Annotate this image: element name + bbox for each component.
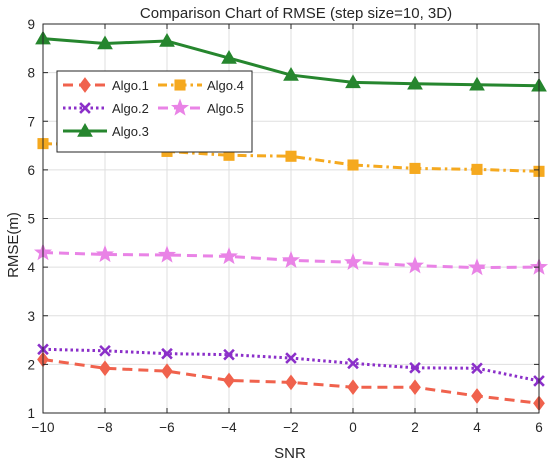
legend-marker-algo-1 bbox=[79, 77, 91, 93]
legend-label: Algo.1 bbox=[112, 78, 149, 93]
data-point-algo-2 bbox=[223, 348, 235, 361]
data-point-algo-5 bbox=[281, 250, 301, 268]
legend-entry-algo-2: Algo.2 bbox=[63, 101, 149, 116]
data-point-algo-2 bbox=[285, 352, 297, 364]
axes bbox=[42, 23, 540, 414]
series-algo-2 bbox=[37, 343, 545, 387]
x-tick-label: 4 bbox=[473, 420, 481, 435]
series-algo-1 bbox=[37, 351, 545, 412]
x-axis-label: SNR bbox=[274, 445, 306, 462]
legend-marker-algo-5 bbox=[170, 98, 190, 116]
data-point-algo-1 bbox=[99, 360, 111, 377]
data-point-algo-4 bbox=[471, 163, 483, 175]
data-point-algo-4 bbox=[409, 162, 421, 174]
data-point-algo-3 bbox=[97, 35, 113, 50]
y-tick-label: 3 bbox=[27, 309, 35, 324]
data-point-algo-3 bbox=[221, 50, 237, 64]
y-tick-label: 4 bbox=[27, 260, 35, 275]
data-point-algo-5 bbox=[157, 245, 177, 263]
y-tick-label: 1 bbox=[27, 406, 35, 421]
data-point-algo-1 bbox=[409, 379, 421, 396]
legend: Algo.1 Algo.4 Algo.2 Algo.5 Algo.3 bbox=[56, 70, 253, 153]
data-point-algo-2 bbox=[347, 357, 359, 370]
legend-entry-algo-4: Algo.4 bbox=[158, 78, 244, 93]
data-point-algo-5 bbox=[95, 244, 115, 263]
legend-entry-algo-5: Algo.5 bbox=[158, 98, 244, 116]
legend-marker-algo-2 bbox=[79, 102, 91, 114]
tick-labels: −10 −8 −6 −4 −2 0 2 4 6 1 2 3 4 5 6 7 8 9 bbox=[27, 17, 542, 435]
x-tick-label: 0 bbox=[349, 420, 357, 435]
grid-lines bbox=[42, 23, 540, 414]
chart-title: Comparison Chart of RMSE (step size=10, … bbox=[140, 5, 452, 22]
data-point-algo-2 bbox=[161, 347, 173, 360]
y-tick-label: 6 bbox=[27, 163, 35, 178]
legend-marker-algo-3 bbox=[77, 122, 93, 137]
data-point-algo-5 bbox=[343, 252, 363, 270]
x-tick-label: 2 bbox=[411, 420, 419, 435]
data-point-algo-1 bbox=[347, 379, 359, 396]
data-point-algo-3 bbox=[345, 74, 361, 89]
data-point-algo-3 bbox=[283, 67, 299, 81]
legend-entry-algo-1: Algo.1 bbox=[63, 77, 149, 93]
data-point-algo-2 bbox=[409, 361, 421, 374]
x-tick-label: −2 bbox=[283, 420, 298, 435]
data-point-algo-1 bbox=[161, 363, 173, 380]
data-point-algo-5 bbox=[405, 256, 425, 274]
y-tick-label: 9 bbox=[27, 17, 35, 32]
legend-label: Algo.2 bbox=[112, 101, 149, 116]
legend-entry-algo-3: Algo.3 bbox=[63, 122, 149, 139]
data-point-algo-3 bbox=[407, 75, 423, 90]
data-point-algo-3 bbox=[159, 33, 175, 47]
data-point-algo-1 bbox=[471, 388, 483, 404]
legend-marker-algo-4 bbox=[174, 79, 186, 91]
y-tick-label: 2 bbox=[27, 357, 35, 372]
data-point-algo-5 bbox=[467, 258, 487, 276]
data-point-algo-2 bbox=[99, 344, 111, 357]
x-tick-label: −4 bbox=[221, 420, 237, 435]
x-tick-label: −6 bbox=[159, 420, 174, 435]
legend-label: Algo.3 bbox=[112, 124, 149, 139]
x-tick-label: −8 bbox=[97, 420, 112, 435]
data-series bbox=[33, 30, 549, 412]
y-tick-label: 8 bbox=[27, 66, 35, 81]
y-tick-label: 5 bbox=[27, 212, 35, 227]
data-point-algo-1 bbox=[285, 374, 297, 391]
x-tick-label: 6 bbox=[535, 420, 543, 435]
data-point-algo-4 bbox=[285, 150, 297, 162]
data-point-algo-3 bbox=[469, 76, 485, 91]
legend-label: Algo.4 bbox=[207, 78, 244, 93]
x-tick-label: −10 bbox=[32, 420, 55, 435]
y-axis-label: RMSE(m) bbox=[5, 212, 22, 278]
legend-label: Algo.5 bbox=[207, 101, 244, 116]
data-point-algo-1 bbox=[223, 372, 235, 389]
data-point-algo-5 bbox=[219, 246, 239, 265]
data-point-algo-4 bbox=[347, 159, 359, 171]
data-point-algo-2 bbox=[471, 362, 483, 375]
y-tick-label: 7 bbox=[27, 114, 35, 129]
